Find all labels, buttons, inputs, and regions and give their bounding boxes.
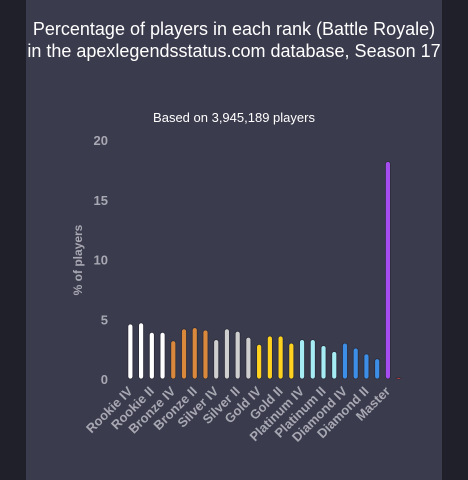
bar-rookie-iii (138, 322, 144, 380)
bar-silver-ii (234, 330, 241, 380)
y-tick-label: 0 (101, 372, 108, 387)
bar-apex-predator (395, 377, 402, 380)
bar-gold-ii (277, 335, 284, 380)
bar-platinum-ii (320, 345, 327, 380)
chart-panel (26, 0, 442, 480)
bar-master (385, 161, 391, 380)
bar-diamond-iv (342, 342, 348, 380)
bar-diamond-ii (363, 353, 370, 380)
bar-platinum-iv (299, 339, 305, 380)
y-axis-label: % of players (71, 224, 85, 295)
bar-gold-iii (266, 335, 273, 380)
bar-gold-i (288, 342, 295, 380)
bar-platinum-iii (309, 339, 316, 380)
bar-bronze-iii (181, 328, 187, 380)
y-tick-label: 20 (94, 133, 108, 148)
bar-rookie-i (159, 331, 166, 380)
bar-silver-i (245, 336, 252, 380)
bar-bronze-ii (191, 327, 198, 380)
bar-platinum-i (331, 351, 338, 380)
bar-diamond-i (374, 358, 381, 380)
bar-silver-iv (213, 339, 220, 380)
bar-diamond-iii (352, 347, 359, 380)
bar-bronze-i (202, 329, 209, 380)
bar-gold-iv (256, 343, 263, 380)
y-tick-label: 5 (101, 312, 108, 327)
bar-silver-iii (224, 328, 230, 380)
chart-subtitle: Based on 3,945,189 players (153, 110, 315, 125)
chart-title: Percentage of players in each rank (Batt… (27, 19, 441, 61)
bar-rookie-iv (127, 323, 134, 380)
bar-rookie-ii (148, 331, 155, 380)
y-tick-label: 15 (94, 193, 108, 208)
bar-bronze-iv (170, 340, 177, 380)
y-tick-label: 10 (94, 253, 108, 268)
